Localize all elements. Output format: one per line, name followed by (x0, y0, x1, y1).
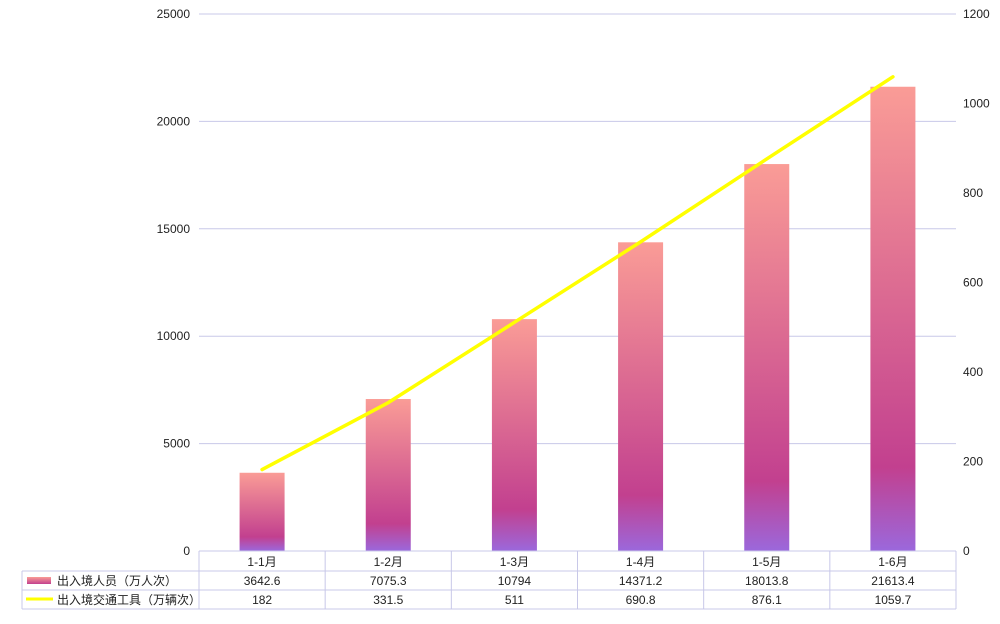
right-axis-tick-label: 0 (963, 544, 970, 558)
left-axis-tick-label: 10000 (157, 329, 191, 343)
category-label: 1-6月 (878, 555, 907, 569)
right-axis-tick-label: 1200 (963, 7, 990, 21)
category-label: 1-5月 (752, 555, 781, 569)
left-axis-tick-label: 25000 (157, 7, 191, 21)
left-axis-tick-label: 15000 (157, 222, 191, 236)
right-axis-tick-label: 600 (963, 276, 983, 290)
bar-1-4月 (618, 242, 664, 551)
category-label: 1-3月 (500, 555, 529, 569)
right-axis-tick-label: 400 (963, 365, 983, 379)
line-value-label: 182 (252, 593, 272, 607)
right-axis-tick-label: 800 (963, 186, 983, 200)
category-label: 1-2月 (374, 555, 403, 569)
bar-1-6月 (870, 86, 916, 551)
legend-label-transport: 出入境交通工具（万辆次） (57, 592, 201, 607)
category-label: 1-4月 (626, 555, 655, 569)
legend-swatch-bar (27, 577, 51, 584)
bar-value-label: 10794 (498, 574, 532, 588)
bar-value-label: 18013.8 (745, 574, 789, 588)
bar-value-label: 21613.4 (871, 574, 915, 588)
right-axis-tick-label: 200 (963, 455, 983, 469)
bar-1-1月 (239, 472, 285, 551)
category-label: 1-1月 (247, 555, 276, 569)
right-axis-tick-label: 1000 (963, 97, 990, 111)
bar-1-3月 (491, 319, 537, 551)
line-value-label: 331.5 (373, 593, 403, 607)
bar-value-label: 14371.2 (619, 574, 663, 588)
left-axis-tick-label: 20000 (157, 114, 191, 128)
line-series-transport (260, 75, 895, 472)
line-value-label: 690.8 (626, 593, 656, 607)
line-value-label: 1059.7 (875, 593, 912, 607)
left-axis-tick-label: 0 (183, 544, 190, 558)
line-value-label: 511 (505, 593, 524, 607)
bar-value-label: 7075.3 (370, 574, 407, 588)
bar-1-2月 (365, 399, 411, 551)
bar-1-5月 (744, 164, 790, 551)
bar-value-label: 3642.6 (244, 574, 281, 588)
left-axis-tick-label: 5000 (163, 437, 190, 451)
line-value-label: 876.1 (752, 593, 782, 607)
legend-label-people: 出入境人员（万人次） (57, 573, 177, 588)
